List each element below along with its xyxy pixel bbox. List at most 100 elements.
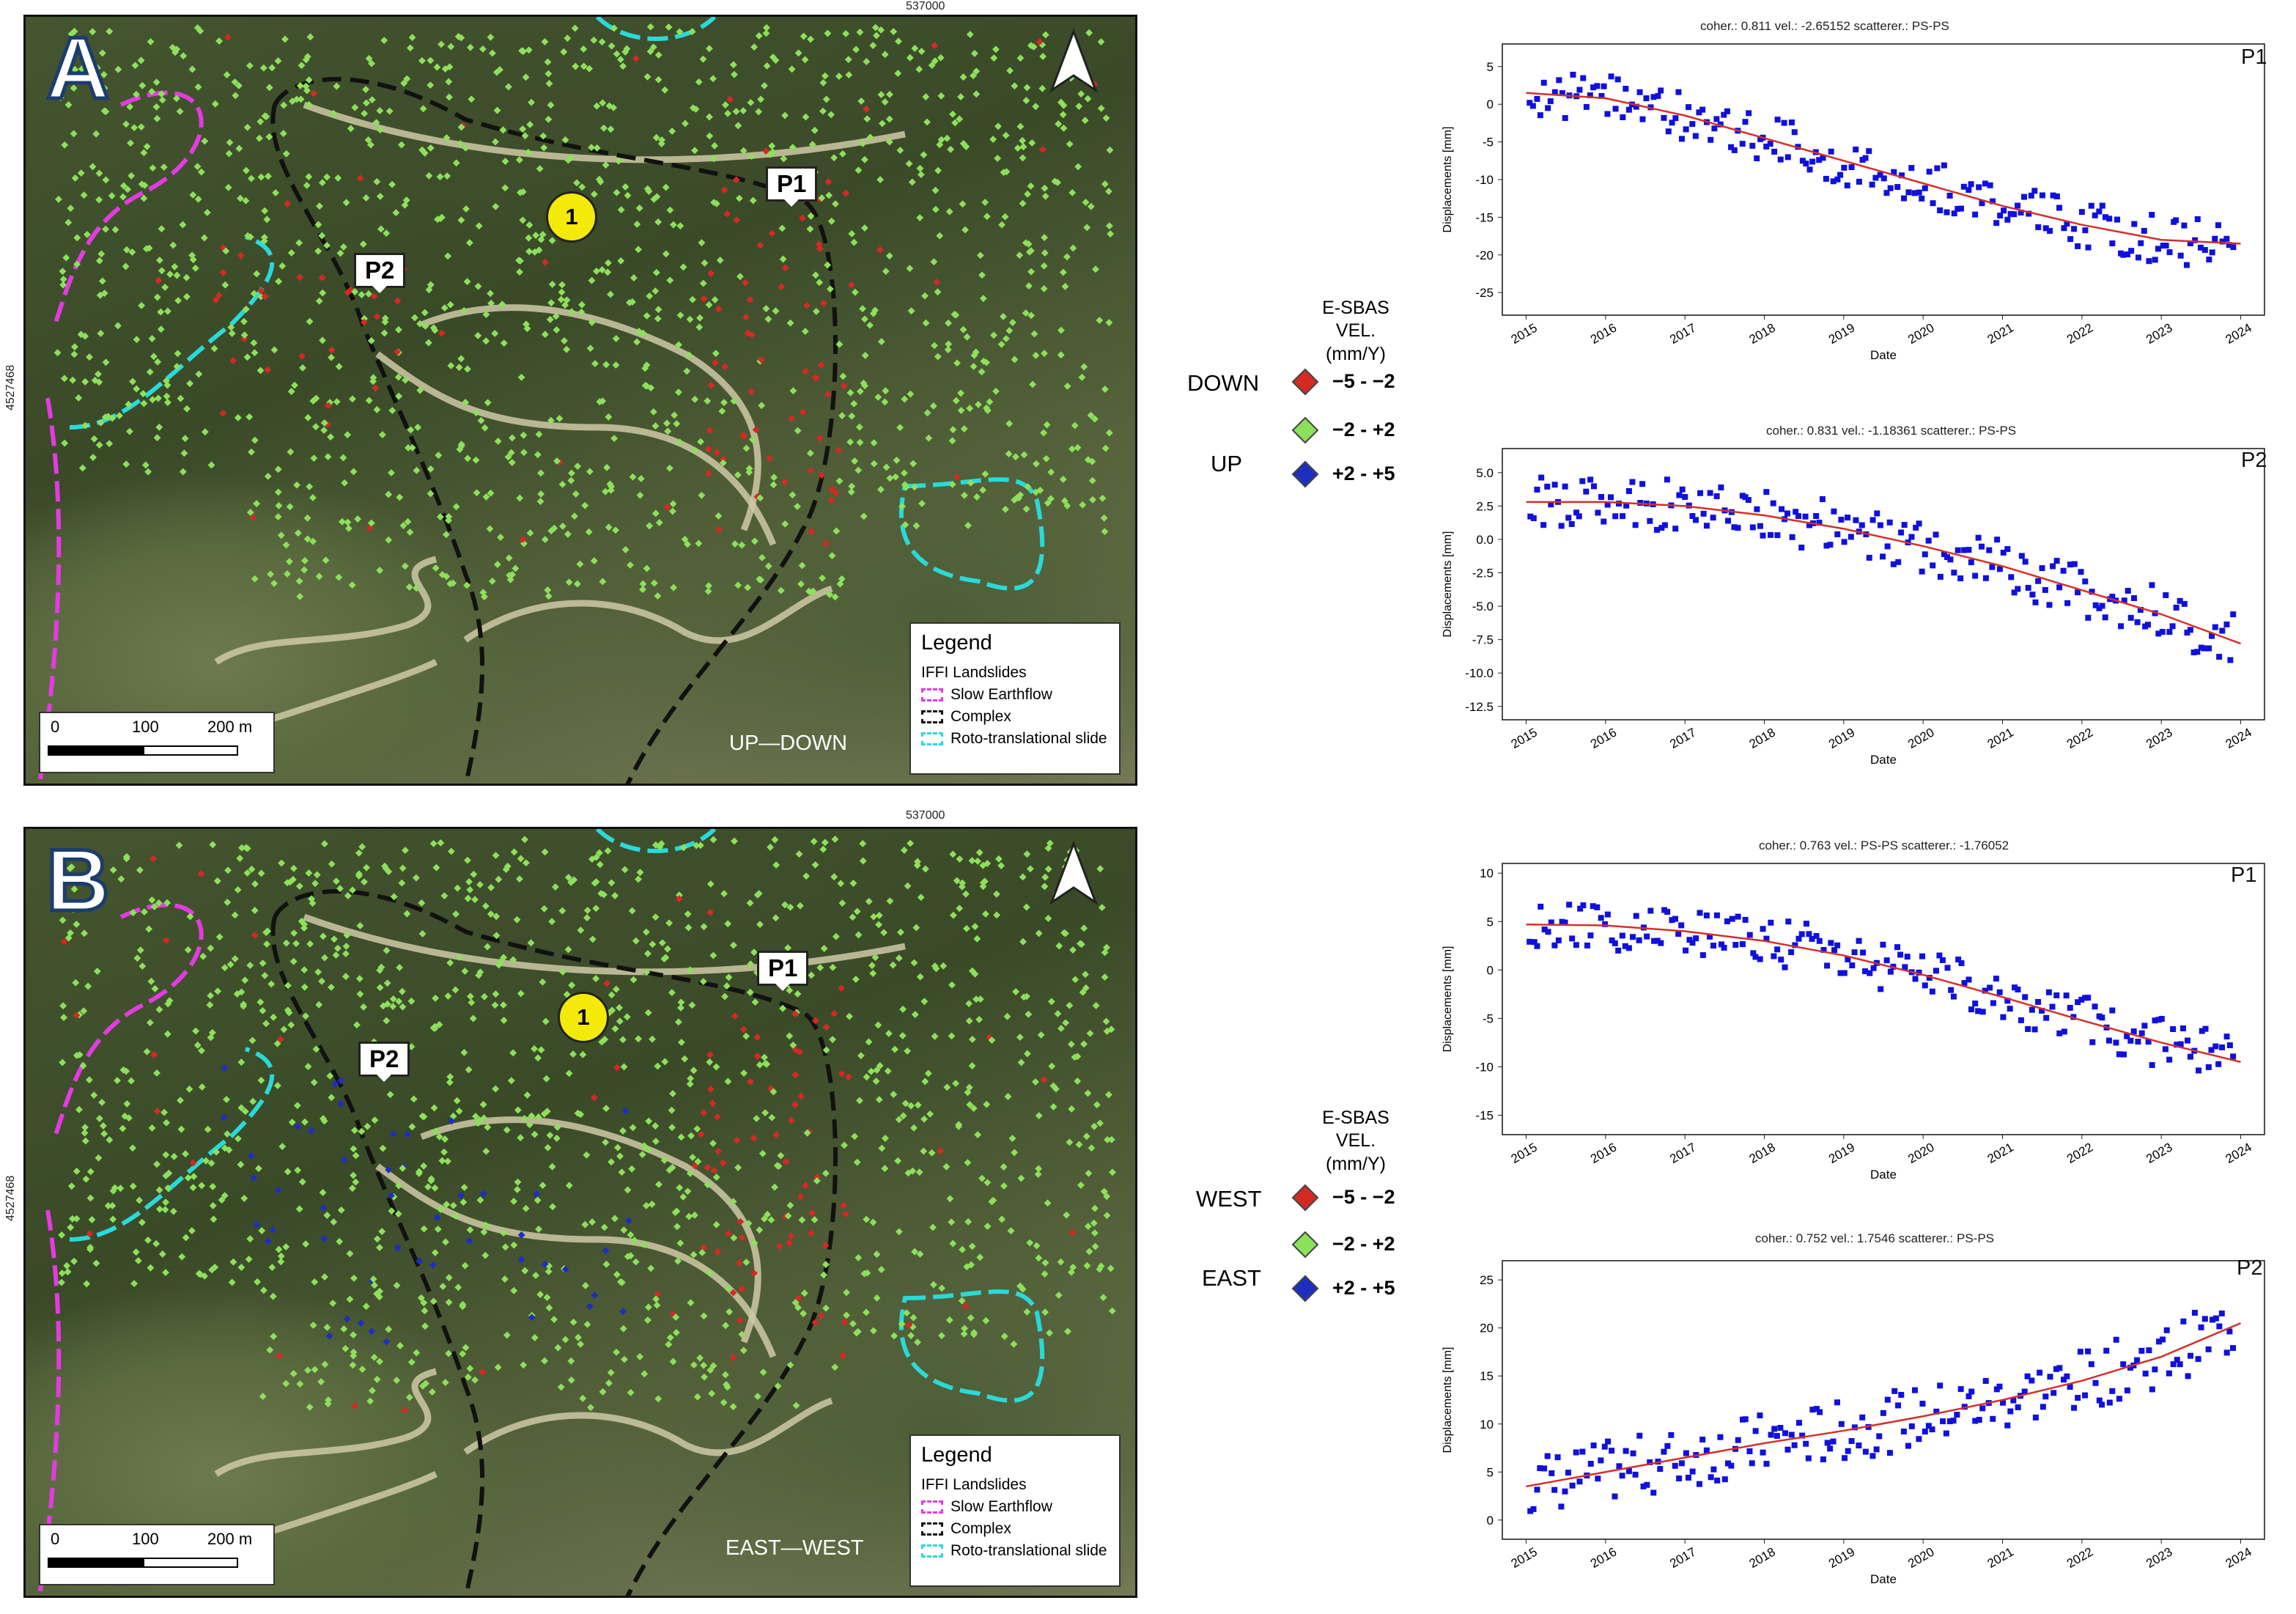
- scatter-point: [2163, 243, 2169, 249]
- scatter-point: [2092, 1379, 2099, 1386]
- scatter-point: [1541, 926, 1548, 933]
- scatter-point: [1697, 490, 1704, 496]
- scatter-point: [1749, 524, 1756, 531]
- scatter-point: [1556, 77, 1562, 84]
- scatter-point: [1742, 119, 1749, 125]
- scatter-point: [2144, 622, 2151, 628]
- y-tick-label: -10.0: [1465, 666, 1494, 680]
- scatter-point: [1793, 509, 1799, 515]
- y-tick-label: -5: [1483, 136, 1494, 150]
- x-tick-label: 2017: [1667, 321, 1698, 347]
- scatter-point: [2124, 1033, 2130, 1039]
- scatter-point: [1834, 176, 1841, 183]
- scatter-point: [2082, 1392, 2089, 1399]
- scatter-point: [1538, 903, 1544, 910]
- scatter-point: [1919, 1401, 1926, 1407]
- scatter-point: [1771, 953, 1777, 959]
- scatter-point: [1895, 1402, 1902, 1409]
- scatter-point: [1630, 934, 1636, 940]
- scatter-point: [2046, 602, 2053, 608]
- y-tick-label: 2.5: [1476, 499, 1494, 513]
- scatter-point: [1929, 988, 1935, 995]
- scatter-point: [1891, 169, 1897, 175]
- scatter-point: [1774, 117, 1781, 123]
- scatter-point: [1657, 1466, 1664, 1473]
- scatter-point: [2056, 1365, 2063, 1371]
- scatter-point: [2049, 1003, 2056, 1010]
- scatter-point: [1565, 515, 1572, 521]
- scatter-point: [2131, 221, 2138, 227]
- road-5: [303, 101, 906, 163]
- scatter-point: [2208, 1047, 2215, 1053]
- scatter-point: [1982, 1378, 1989, 1385]
- scatter-point: [1880, 175, 1887, 182]
- scatter-point: [1972, 1418, 1979, 1424]
- scatter-point: [2061, 225, 2067, 232]
- scatter-point: [1851, 949, 1858, 956]
- scatter-point: [1894, 944, 1901, 951]
- chart-plot: 10 5 0 -5 -10 -15 2015 2016 2017 2018 2019 2020 2021…: [1442, 863, 2265, 1182]
- plot-frame: [1502, 863, 2265, 1135]
- x-tick-label: 2024: [2223, 726, 2254, 751]
- scatter-point: [1972, 211, 1979, 218]
- scatter-point: [1809, 1407, 1816, 1413]
- scatter-point: [1763, 489, 1770, 495]
- scatter-point: [1799, 1432, 1806, 1439]
- scatter-point: [1877, 172, 1883, 178]
- scatter-point: [1806, 166, 1813, 173]
- scatter-point: [2130, 1028, 2137, 1035]
- scatter-point: [1806, 522, 1812, 528]
- scatter-point: [1979, 1009, 1986, 1015]
- scatter-point: [2192, 237, 2199, 243]
- scatter-point: [2159, 629, 2166, 635]
- scatter-point: [1745, 497, 1751, 504]
- scatter-point: [2116, 1396, 2122, 1402]
- chart-title: coher.: 0.831 vel.: -1.18361 scatterer.:…: [1766, 424, 2017, 438]
- scatter-point: [1848, 164, 1855, 171]
- scatter-point: [1806, 931, 1812, 937]
- x-tick-label: 2021: [1985, 1141, 2016, 1166]
- scatter-point: [1583, 488, 1590, 495]
- scatter-point: [2206, 257, 2212, 263]
- scatter-point: [2215, 1061, 2222, 1067]
- scatter-point: [2075, 243, 2081, 249]
- scatter-point: [1859, 1414, 1866, 1420]
- scatter-point: [2196, 1067, 2202, 1074]
- map-overlay-a: [38, 17, 1115, 784]
- scatter-point: [1933, 968, 1939, 974]
- scatter-point: [2162, 1046, 2168, 1053]
- scatter-point: [1943, 1430, 1949, 1437]
- scatter-point: [2088, 1361, 2094, 1368]
- scatter-point: [1933, 1408, 1940, 1415]
- scale-label-100: 100: [132, 1530, 159, 1548]
- scatter-point: [2085, 1348, 2092, 1355]
- direction-label: UP—DOWN: [729, 732, 848, 755]
- scatter-point: [1824, 1440, 1831, 1446]
- scatter-point: [1558, 523, 1565, 529]
- scatter-point: [2024, 1373, 2031, 1379]
- scatter-point: [1916, 520, 1922, 527]
- scatter-point: [1828, 148, 1834, 155]
- scatter-point: [2223, 1349, 2230, 1356]
- scatter-point: [2174, 1042, 2180, 1048]
- scatter-point: [1785, 918, 1792, 925]
- y-tick-label: 5: [1487, 915, 1494, 929]
- scatter-point: [1604, 911, 1611, 918]
- y-tick-label: -15: [1475, 1109, 1494, 1123]
- scatter-point: [2199, 1028, 2205, 1034]
- x-tick-label: 2018: [1747, 1141, 1778, 1166]
- scatter-point: [1895, 559, 1902, 565]
- scatter-point: [1587, 1460, 1594, 1467]
- scatter-point: [2096, 1397, 2103, 1404]
- scatter-point: [1830, 1438, 1837, 1445]
- scale-label-100: 100: [132, 718, 159, 736]
- trend-line: [1526, 1322, 2241, 1488]
- scatter-point: [1898, 1392, 1905, 1399]
- slow-earthflow-outline: [53, 902, 204, 1138]
- scatter-point: [2000, 549, 2007, 556]
- scatter-point: [2001, 207, 2007, 214]
- scatter-point: [2015, 987, 2021, 993]
- scatter-point: [1548, 501, 1554, 508]
- scatter-point: [2149, 582, 2155, 589]
- scatter-point: [2118, 623, 2125, 630]
